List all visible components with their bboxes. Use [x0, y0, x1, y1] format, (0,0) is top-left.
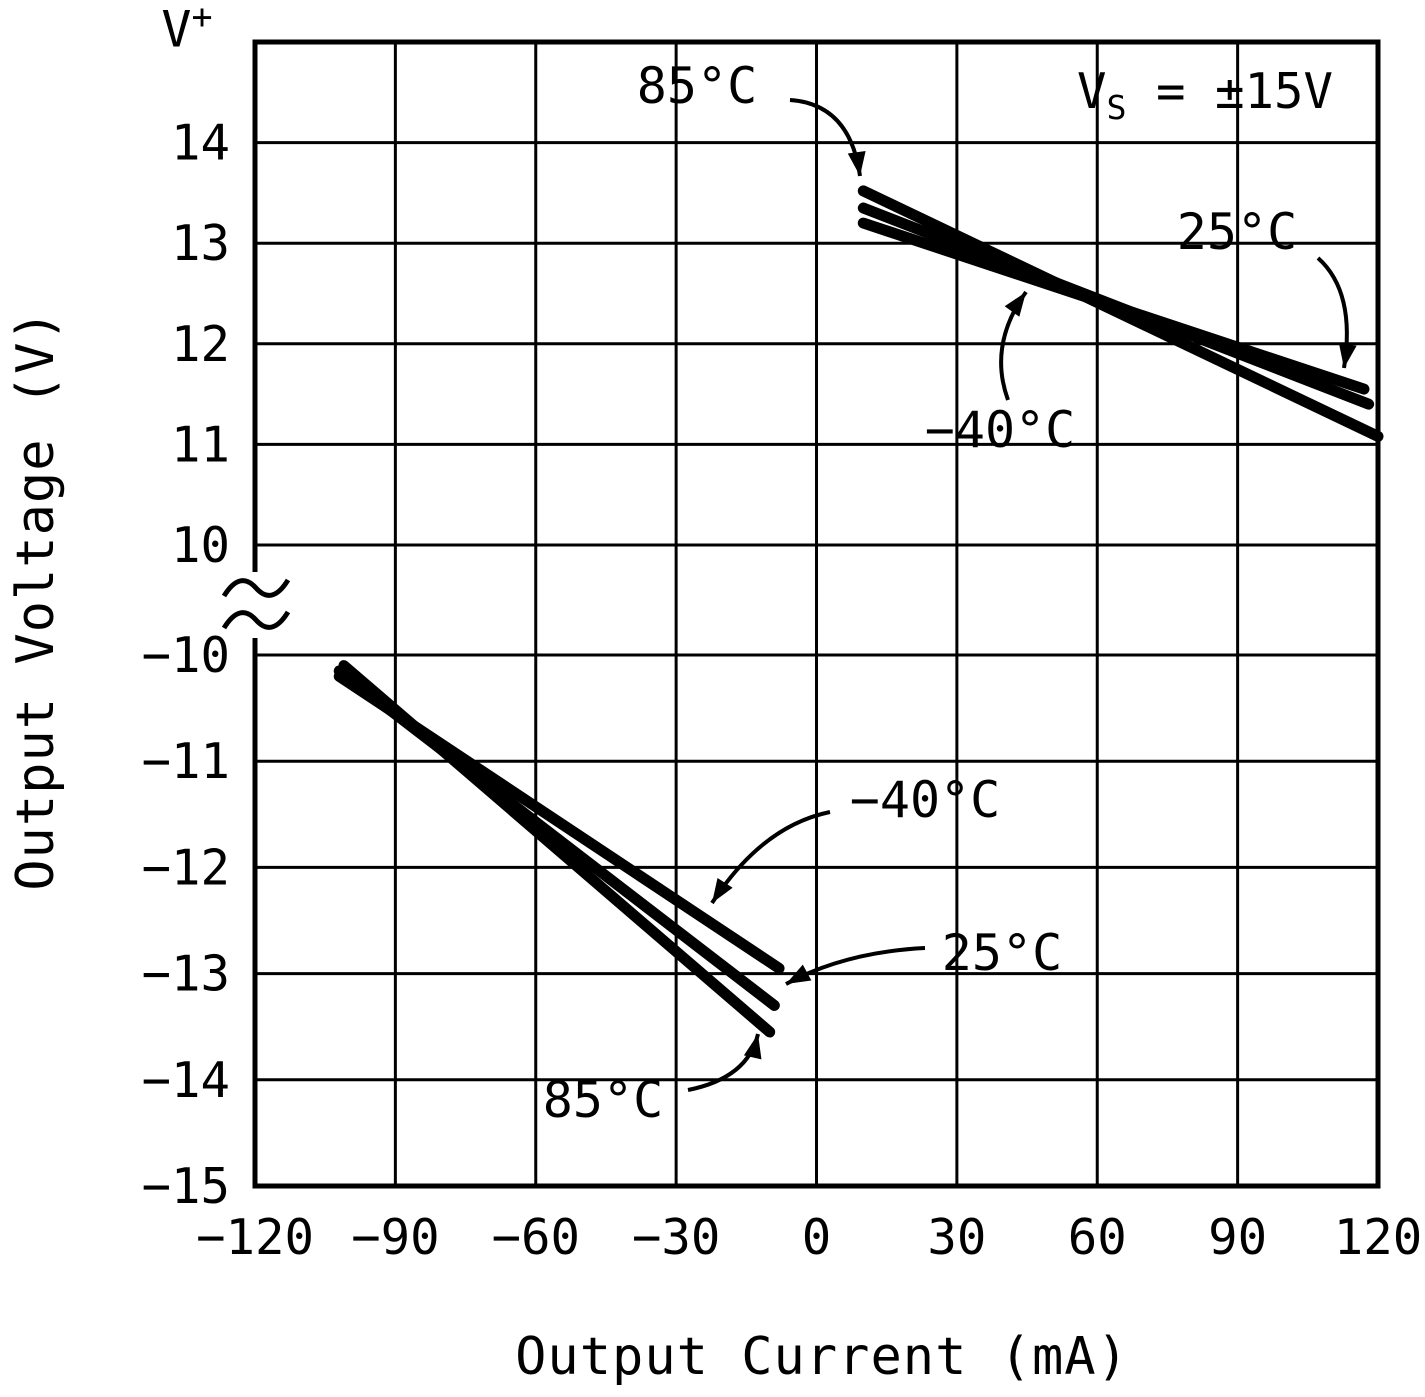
- x-tick-label: 90: [1208, 1209, 1267, 1266]
- axis-break-squiggle: [221, 578, 291, 598]
- series-minus40c-positive-swing: [857, 217, 1370, 395]
- annotation-arrowhead-4: [786, 964, 812, 984]
- x-tick-label: 60: [1068, 1209, 1127, 1266]
- annotation-85c-negative: 85°C: [542, 1071, 664, 1129]
- y-axis-title: Output Voltage (V): [6, 309, 66, 891]
- y-tick-label: −11: [141, 733, 230, 790]
- annotation-arrowhead-2: [1004, 292, 1026, 317]
- annotation-arrowhead-1: [1338, 342, 1357, 368]
- tick-labels: −120 −90 −60 −30 0 30 60 90 120 14 13 12 11 10 −10 −11 −…: [141, 115, 1422, 1266]
- y-tick-label: −14: [141, 1052, 230, 1109]
- x-tick-label: 30: [927, 1209, 986, 1266]
- x-tick-label: −120: [196, 1209, 314, 1266]
- y-tick-label: 14: [171, 115, 230, 172]
- supply-voltage-note-base: V: [1076, 63, 1107, 121]
- series-85c-negative-swing: [338, 660, 776, 1038]
- annotation-arrowhead-3: [712, 877, 733, 903]
- y-tick-label: −10: [141, 627, 230, 684]
- x-axis-title: Output Current (mA): [515, 1327, 1129, 1387]
- x-tick-label: −90: [351, 1209, 440, 1266]
- annotation-minus40c-negative: −40°C: [849, 771, 1001, 829]
- x-tick-label: 120: [1334, 1209, 1423, 1266]
- annotation-arrowhead-5: [743, 1034, 762, 1060]
- annotation-minus40c-positive: −40°C: [924, 401, 1076, 459]
- y-tick-label: 13: [171, 215, 230, 272]
- y-tick-label: 11: [171, 416, 230, 473]
- positive-rail-label-sup: +: [191, 0, 213, 38]
- annotation-arrow-5: [687, 1033, 760, 1092]
- positive-rail-label: V+: [161, 0, 212, 58]
- x-tick-label: −30: [632, 1209, 721, 1266]
- supply-voltage-note-rest: = ±15V: [1126, 63, 1334, 121]
- x-tick-label: −60: [491, 1209, 580, 1266]
- annotation-arrow-0: [789, 98, 862, 177]
- annotation-25c-positive: 25°C: [1176, 203, 1298, 261]
- x-tick-label: 0: [802, 1209, 832, 1266]
- y-tick-label: −12: [141, 839, 230, 896]
- y-tick-label: −15: [141, 1158, 230, 1215]
- annotation-25c-negative: 25°C: [941, 924, 1063, 982]
- y-tick-label: 10: [171, 517, 230, 574]
- y-tick-label: −13: [141, 946, 230, 1003]
- supply-voltage-note: VS = ±15V: [1077, 63, 1333, 127]
- axis-break-squiggle: [221, 610, 291, 630]
- annotation-arrowhead-0: [847, 150, 866, 176]
- y-tick-label: 12: [171, 316, 230, 373]
- positive-rail-label-base: V: [161, 0, 192, 59]
- supply-voltage-note-sub: S: [1106, 87, 1127, 127]
- annotation-85c-positive: 85°C: [636, 57, 758, 115]
